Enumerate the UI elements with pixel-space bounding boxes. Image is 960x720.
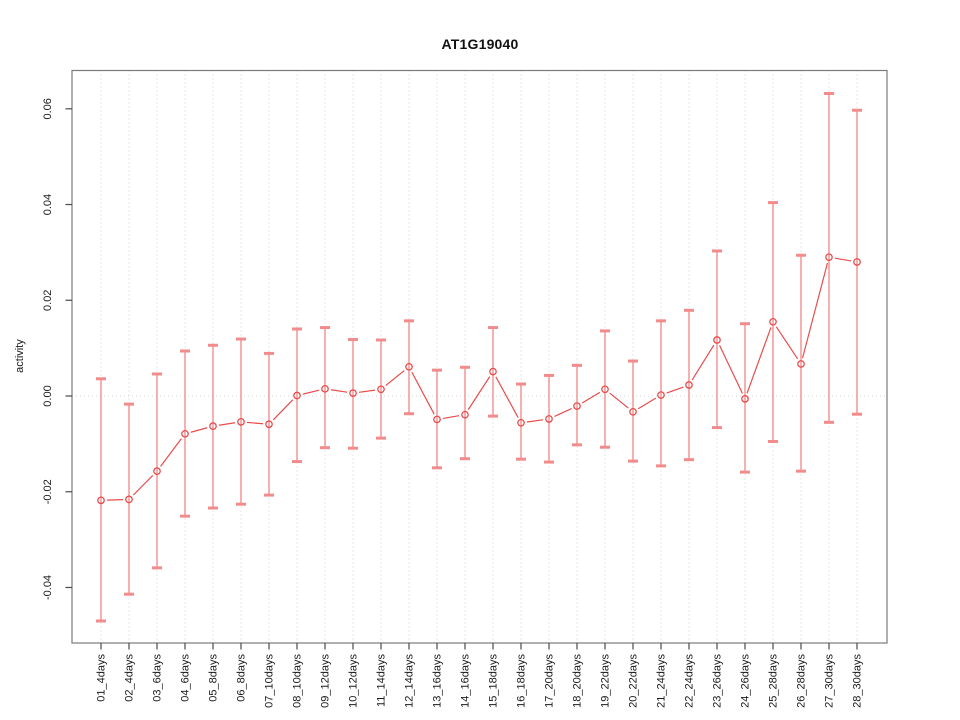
series-segment xyxy=(526,419,544,423)
series-segment xyxy=(609,392,629,409)
data-point-marker xyxy=(573,402,581,410)
x-tick-label: 23_26days xyxy=(712,654,724,708)
series-segment xyxy=(775,326,799,360)
series-segment xyxy=(411,371,435,415)
x-tick-label: 15_18days xyxy=(488,654,500,708)
x-tick-label: 16_18days xyxy=(516,654,528,708)
x-tick-label: 22_24days xyxy=(684,654,696,708)
data-point-marker xyxy=(685,381,693,389)
y-tick-label: 0.00 xyxy=(42,385,54,406)
series-segment xyxy=(302,389,320,395)
data-point-marker xyxy=(741,395,749,403)
data-point-marker xyxy=(629,407,637,416)
series-segment xyxy=(272,399,294,421)
data-point-marker xyxy=(405,362,413,371)
series-segment xyxy=(190,427,208,433)
plot-border xyxy=(71,69,888,644)
x-tick-label: 18_20days xyxy=(572,654,584,708)
series-segment xyxy=(495,376,519,418)
x-tick-label: 08_10days xyxy=(292,654,304,708)
x-tick-label: 14_16days xyxy=(460,654,472,708)
data-point-marker xyxy=(181,429,189,438)
data-point-marker xyxy=(97,496,105,505)
series-segment xyxy=(834,257,852,262)
series-segment xyxy=(801,262,829,359)
series-segment xyxy=(719,345,743,394)
series-segment xyxy=(330,389,348,393)
x-tick-label: 12_14days xyxy=(404,654,416,708)
data-point-marker xyxy=(545,415,553,423)
data-point-marker xyxy=(797,360,805,368)
x-tick-label: 24_26days xyxy=(740,654,752,708)
x-tick-label: 01_4days xyxy=(96,654,108,702)
series-segment xyxy=(746,327,772,394)
data-point-marker xyxy=(349,389,357,397)
x-tick-label: 04_6days xyxy=(180,654,192,702)
data-point-marker xyxy=(125,495,133,504)
series-segment xyxy=(666,386,684,394)
x-tick-label: 26_28days xyxy=(796,654,808,708)
data-point-marker xyxy=(293,391,301,400)
series-segment xyxy=(160,438,182,467)
data-point-marker xyxy=(265,420,273,429)
data-point-marker xyxy=(713,336,721,344)
series-segment xyxy=(132,474,154,496)
data-point-marker xyxy=(153,467,161,476)
series-segment xyxy=(554,408,572,418)
data-point-marker xyxy=(321,384,329,393)
data-point-marker xyxy=(853,258,861,266)
x-tick-label: 27_30days xyxy=(824,654,836,708)
y-tick-label: -0.02 xyxy=(42,479,54,504)
x-tick-label: 03_6days xyxy=(152,654,164,702)
data-point-marker xyxy=(489,367,497,376)
series-segment xyxy=(442,415,460,420)
data-point-marker xyxy=(237,418,245,426)
data-point-marker xyxy=(657,391,665,399)
x-tick-label: 28_30days xyxy=(852,654,864,708)
series-segment xyxy=(691,344,715,381)
data-point-marker xyxy=(461,410,469,419)
data-point-marker xyxy=(433,415,441,424)
y-tick-label: 0.02 xyxy=(42,290,54,311)
y-tick-label: -0.04 xyxy=(42,575,54,600)
x-tick-label: 20_22days xyxy=(628,654,640,708)
data-point-marker xyxy=(517,418,525,427)
x-tick-label: 19_22days xyxy=(600,654,612,708)
y-tick-label: 0.04 xyxy=(42,194,54,215)
x-tick-label: 09_12days xyxy=(320,654,332,708)
data-point-marker xyxy=(769,317,777,326)
x-tick-label: 13_16days xyxy=(432,654,444,708)
x-tick-label: 17_20days xyxy=(544,654,556,708)
chart-title: AT1G19040 xyxy=(441,36,519,52)
x-tick-label: 11_14days xyxy=(376,654,388,708)
series-segment xyxy=(106,499,124,501)
series-segment xyxy=(246,421,264,425)
x-tick-label: 10_12days xyxy=(348,654,360,708)
x-tick-label: 06_8days xyxy=(236,654,248,702)
series-segment xyxy=(385,370,405,387)
y-tick-label: 0.06 xyxy=(42,98,54,119)
series-segment xyxy=(467,376,491,410)
x-tick-label: 21_24days xyxy=(656,654,668,708)
data-point-marker xyxy=(377,385,385,394)
data-point-marker xyxy=(825,253,833,262)
series-segment xyxy=(637,397,657,410)
data-point-marker xyxy=(209,422,217,431)
series-segment xyxy=(581,391,601,404)
series-segment xyxy=(218,422,236,426)
x-tick-label: 02_4days xyxy=(124,654,136,702)
x-tick-label: 07_10days xyxy=(264,654,276,708)
series-segment xyxy=(358,389,376,393)
x-tick-label: 25_28days xyxy=(768,654,780,708)
x-tick-label: 05_8days xyxy=(208,654,220,702)
data-point-marker xyxy=(601,385,609,394)
